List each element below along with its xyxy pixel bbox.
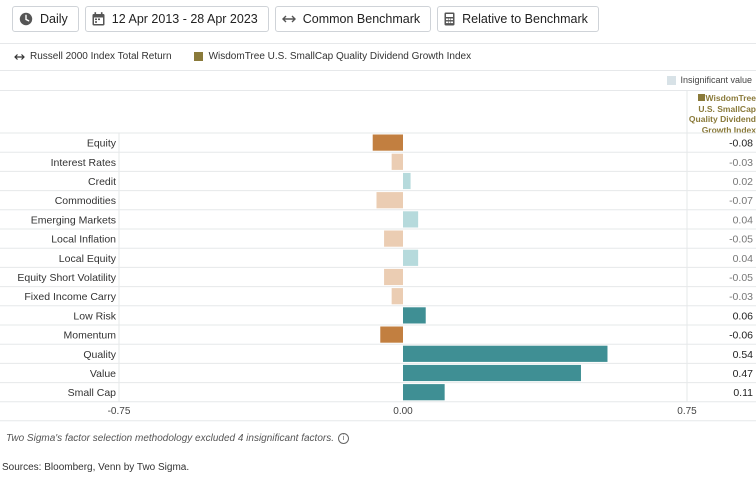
column-header-label: WisdomTree U.S. SmallCap Quality Dividen…: [688, 93, 756, 135]
factor-label: Small Cap: [68, 387, 117, 399]
factor-label: Quality: [83, 349, 116, 361]
factor-label: Local Equity: [59, 253, 117, 265]
factor-value: 0.02: [733, 176, 754, 188]
calculator-icon: [444, 12, 455, 26]
double-arrow-icon: [281, 15, 296, 23]
column-header-swatch: [697, 94, 705, 101]
factor-value: 0.47: [733, 368, 754, 380]
legend-divider: [0, 70, 756, 71]
calendar-icon: [92, 12, 105, 26]
insignificant-legend: Insignificant value: [667, 75, 752, 85]
factor-bar: [391, 288, 403, 305]
footnote: Two Sigma's factor selection methodology…: [6, 433, 349, 444]
x-tick-label: 0.75: [677, 406, 697, 417]
legend-index-swatch: [193, 52, 203, 61]
factor-bar: [384, 230, 403, 247]
factor-label: Interest Rates: [51, 157, 116, 169]
sources-text: Sources: Bloomberg, Venn by Two Sigma.: [2, 462, 190, 473]
factor-value: -0.06: [729, 330, 753, 342]
factor-bar: [403, 384, 445, 401]
factor-label: Equity Short Volatility: [17, 272, 116, 284]
factor-label: Low Risk: [73, 310, 116, 322]
factor-bar: [376, 192, 403, 209]
factor-value: 0.04: [733, 214, 754, 226]
factor-value: 0.11: [733, 387, 753, 399]
insignificant-swatch: [667, 75, 677, 85]
clock-icon: [19, 12, 33, 26]
factor-label: Value: [90, 368, 116, 380]
factor-bar: [403, 345, 608, 362]
footnote-text: Two Sigma's factor selection methodology…: [6, 433, 334, 444]
relative-label: Relative to Benchmark: [462, 12, 588, 26]
factor-label: Commodities: [55, 195, 116, 207]
benchmark-button[interactable]: Common Benchmark: [274, 6, 432, 32]
chart-legend: Russell 2000 Index Total Return WisdomTr…: [14, 51, 471, 62]
factor-value: 0.06: [733, 310, 754, 322]
toolbar-divider: [0, 43, 756, 44]
factor-bar: [403, 172, 411, 190]
frequency-button[interactable]: Daily: [12, 6, 79, 32]
factor-value: 0.04: [733, 253, 754, 265]
factor-label: Emerging Markets: [31, 214, 116, 226]
legend-benchmark: Russell 2000 Index Total Return: [30, 51, 172, 62]
factor-exposure-chart: Equity -0.08 Interest Rates -0.03 Credit 0.02…: [0, 90, 756, 422]
insignificant-label: Insignificant value: [680, 75, 752, 85]
factor-label: Momentum: [63, 330, 116, 342]
factor-bar: [380, 326, 403, 343]
info-icon[interactable]: i: [338, 433, 349, 444]
factor-bar: [403, 211, 419, 228]
frequency-label: Daily: [40, 12, 68, 26]
factor-label: Local Inflation: [51, 234, 116, 246]
value-column-header: WisdomTree U.S. SmallCap Quality Dividen…: [686, 93, 756, 135]
header-divider: [0, 90, 756, 91]
factor-value: -0.03: [729, 291, 753, 303]
factor-value: 0.54: [733, 349, 754, 361]
factor-bar: [403, 307, 426, 324]
factor-label: Fixed Income Carry: [24, 291, 116, 303]
factor-value: -0.03: [729, 157, 753, 169]
x-tick-label: -0.75: [108, 406, 131, 417]
factor-value: -0.08: [729, 138, 753, 150]
factor-value: -0.07: [729, 195, 753, 207]
double-arrow-icon: [14, 53, 25, 60]
x-tick-label: 0.00: [393, 406, 413, 417]
factor-label: Credit: [88, 176, 116, 188]
date-range-button[interactable]: 12 Apr 2013 - 28 Apr 2023: [84, 6, 269, 32]
factor-value: -0.05: [729, 234, 753, 246]
factor-bar: [391, 153, 403, 170]
relative-to-benchmark-button[interactable]: Relative to Benchmark: [437, 6, 599, 32]
factor-bar: [384, 268, 403, 286]
benchmark-label: Common Benchmark: [302, 12, 421, 26]
factor-label: Equity: [87, 138, 117, 150]
legend-index: WisdomTree U.S. SmallCap Quality Dividen…: [208, 51, 472, 62]
factor-bar: [403, 364, 581, 382]
toolbar: Daily 12 Apr 2013 - 28 Apr 2023 Common B…: [12, 6, 599, 32]
factor-value: -0.05: [729, 272, 753, 284]
factor-bar: [372, 134, 403, 151]
factor-bar: [403, 249, 419, 266]
date-range-label: 12 Apr 2013 - 28 Apr 2023: [111, 12, 258, 26]
